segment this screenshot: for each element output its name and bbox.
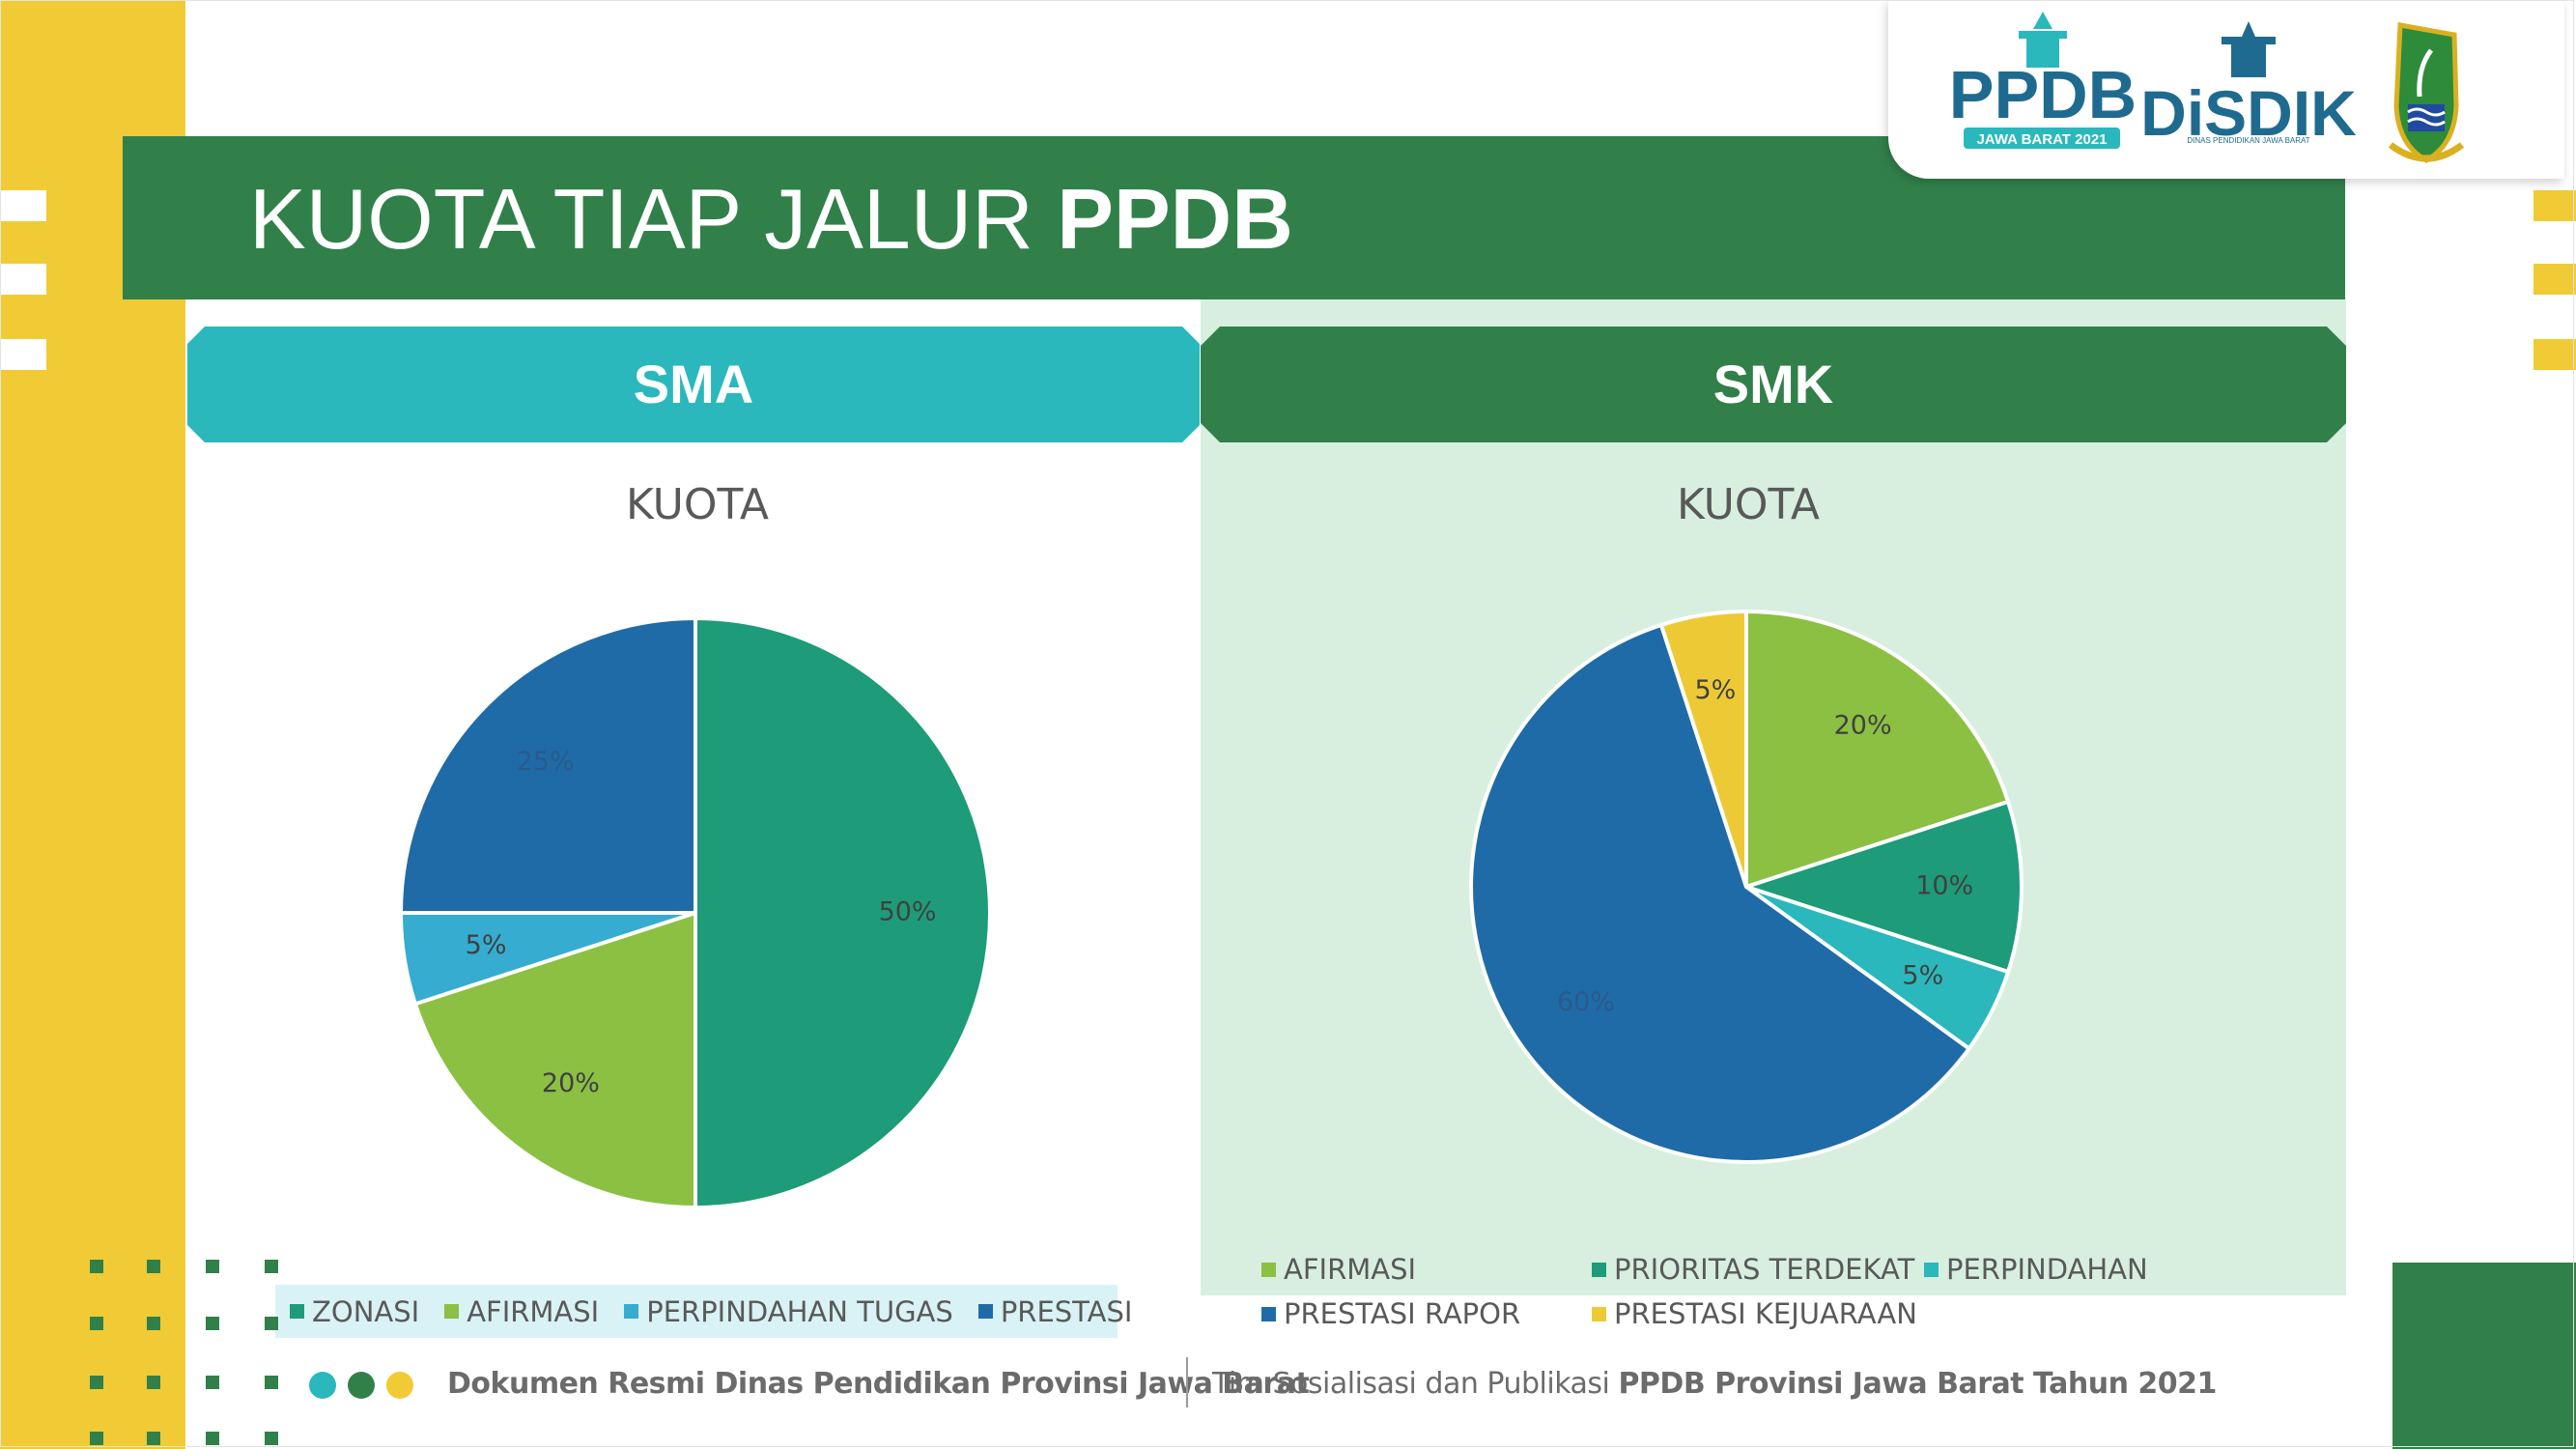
- dot-grid-square: [90, 1432, 103, 1445]
- smk-legend-item-prestasi-kejuaraan: PRESTASI KEJUARAAN: [1592, 1297, 1917, 1330]
- smk-legend-label: PRESTASI KEJUARAAN: [1614, 1297, 1917, 1330]
- footer-right-prefix: Tim Sosialisasi dan Publikasi: [1212, 1367, 1619, 1401]
- sma-legend-label: ZONASI: [312, 1294, 420, 1328]
- footer-left-text: Dokumen Resmi Dinas Pendidikan Provinsi …: [447, 1367, 1310, 1401]
- smk-pie-slice-prestasi-rapor: [1469, 622, 1972, 1164]
- dot-grid-square: [147, 1432, 160, 1445]
- disdik-logo-text: DiSDIK: [2140, 77, 2357, 149]
- smk-pie-slice-prioritas-terdekat: [1740, 799, 2024, 975]
- disdik-logo: DiSDIK DINAS PENDIDIKAN JAWA BARAT: [2140, 21, 2357, 149]
- smk-legend-label: AFIRMASI: [1284, 1253, 1417, 1286]
- slide-title-regular: KUOTA TIAP JALUR: [249, 171, 1058, 267]
- disdik-logo-subtext: DINAS PENDIDIKAN JAWA BARAT: [2187, 136, 2309, 145]
- smk-header-shape: [1201, 327, 2346, 442]
- smk-legend-swatch: [1592, 1262, 1606, 1277]
- footer-dot-green: [348, 1372, 375, 1399]
- sma-legend-item-afirmasi: AFIRMASI: [444, 1295, 599, 1328]
- smk-legend-swatch: [1261, 1262, 1276, 1277]
- smk-pie-label-perpindahan: 5%: [1902, 961, 1943, 991]
- dot-grid-square: [90, 1376, 103, 1389]
- smk-legend-item-prioritas-terdekat: PRIORITAS TERDEKAT: [1592, 1253, 1914, 1286]
- smk-legend-swatch: [1261, 1306, 1276, 1321]
- sma-pie-label-zonasi: 50%: [879, 897, 937, 927]
- jawa-barat-emblem-icon: [2388, 22, 2465, 163]
- ppdb-logo-subtext: JAWA BARAT 2021: [1976, 131, 2107, 148]
- dot-grid-square: [265, 1317, 278, 1330]
- smk-pie-label-prioritas-terdekat: 10%: [1915, 871, 1973, 901]
- logo-card: PPDB JAWA BARAT 2021 DiSDIK DINAS PENDID…: [1888, 0, 2564, 179]
- right-decor-bar: [2534, 339, 2576, 370]
- smk-legend-item-perpindahan: PERPINDAHAN: [1924, 1253, 2148, 1286]
- smk-pie-label-afirmasi: 20%: [1834, 710, 1892, 740]
- smk-pie-label-prestasi-rapor: 60%: [1557, 987, 1615, 1017]
- smk-legend-label: PRIORITAS TERDEKAT: [1614, 1253, 1915, 1286]
- sma-legend-swatch: [624, 1304, 639, 1319]
- footer-dot-yellow: [386, 1372, 413, 1399]
- smk-chart-title: KUOTA: [1676, 480, 1821, 529]
- smk-legend-swatch: [1924, 1262, 1939, 1277]
- dot-grid-square: [147, 1260, 160, 1273]
- smk-legend: AFIRMASI PRIORITAS TERDEKAT PERPINDAHAN PRE…: [1261, 1253, 2324, 1350]
- dot-grid-square: [265, 1260, 278, 1273]
- sma-legend-item-zonasi: ZONASI: [290, 1295, 419, 1328]
- sma-legend-item-prestasi: PRESTASI: [977, 1294, 1133, 1328]
- sma-pie-label-prestasi: 25%: [517, 747, 575, 777]
- smk-legend-label: PERPINDAHAN: [1946, 1253, 2148, 1286]
- sma-pie-label-perpindahan-tugas: 5%: [466, 930, 507, 960]
- sma-chart-title: KUOTA: [625, 480, 770, 529]
- dot-grid-square: [265, 1432, 278, 1445]
- right-decor-bar: [2534, 190, 2576, 221]
- dot-grid-square: [206, 1260, 219, 1273]
- dot-grid-square: [206, 1376, 219, 1389]
- slide-title-bold: PPDB: [1057, 171, 1293, 267]
- sma-pie-label-afirmasi: 20%: [542, 1068, 600, 1098]
- left-decor-notch: [0, 264, 46, 295]
- dot-grid-square: [147, 1317, 160, 1330]
- sma-legend-label: AFIRMASI: [467, 1294, 600, 1328]
- footer-right-text: Tim Sosialisasi dan Publikasi PPDB Provi…: [1212, 1367, 2217, 1401]
- sma-legend-background: [275, 1285, 1118, 1338]
- logo-group: PPDB JAWA BARAT 2021 DiSDIK DINAS PENDID…: [1949, 12, 2465, 163]
- smk-pie-label-prestasi-kejuaraan: 5%: [1694, 675, 1736, 705]
- smk-header-label: SMK: [1713, 354, 1834, 414]
- smk-legend-item-prestasi-rapor: PRESTASI RAPOR: [1261, 1297, 1520, 1330]
- sma-pie-slice-afirmasi: [412, 910, 697, 1210]
- smk-legend-label: PRESTASI RAPOR: [1284, 1297, 1521, 1330]
- right-decor-bar: [2534, 264, 2576, 295]
- dot-grid-square: [265, 1376, 278, 1389]
- left-decor-notch: [0, 339, 46, 370]
- sma-legend-swatch: [290, 1304, 304, 1319]
- dot-grid-square: [90, 1317, 103, 1330]
- dot-grid-square: [147, 1376, 160, 1389]
- smk-legend-item-afirmasi: AFIRMASI: [1261, 1253, 1416, 1286]
- dot-grid-square: [90, 1260, 103, 1273]
- sma-pie-slice-prestasi: [398, 615, 697, 915]
- footer-divider: [1186, 1357, 1188, 1407]
- slide-title: KUOTA TIAP JALUR PPDB: [249, 166, 1293, 272]
- footer-right-bold: PPDB Provinsi Jawa Barat Tahun 2021: [1618, 1367, 2217, 1401]
- sma-legend-swatch: [977, 1304, 993, 1319]
- left-decor-notch: [0, 190, 46, 221]
- ppdb-logo: PPDB JAWA BARAT 2021: [1949, 12, 2137, 149]
- sma-legend-item-perpindahan-tugas: PERPINDAHAN TUGAS: [624, 1295, 953, 1328]
- ppdb-logo-text: PPDB: [1949, 57, 2137, 132]
- footer-dot-teal: [309, 1372, 336, 1399]
- sma-pie-slice-zonasi: [694, 615, 992, 1210]
- smk-pie-slice-afirmasi: [1744, 609, 2011, 890]
- corner-decor-block: [2392, 1263, 2576, 1449]
- smk-legend-swatch: [1592, 1306, 1606, 1321]
- sma-legend-label: PRESTASI: [1000, 1294, 1133, 1328]
- sma-legend-label: PERPINDAHAN TUGAS: [646, 1294, 953, 1328]
- sma-header-label: SMA: [633, 354, 754, 414]
- sma-legend: ZONASI AFIRMASI PERPINDAHAN TUGAS PRESTASI: [290, 1285, 1132, 1338]
- sma-header-shape: [187, 327, 1200, 442]
- smk-pie-slice-prestasi-kejuaraan: [1658, 609, 1748, 888]
- dot-grid-square: [206, 1432, 219, 1445]
- sma-legend-swatch: [444, 1304, 460, 1319]
- dot-grid-square: [206, 1317, 219, 1330]
